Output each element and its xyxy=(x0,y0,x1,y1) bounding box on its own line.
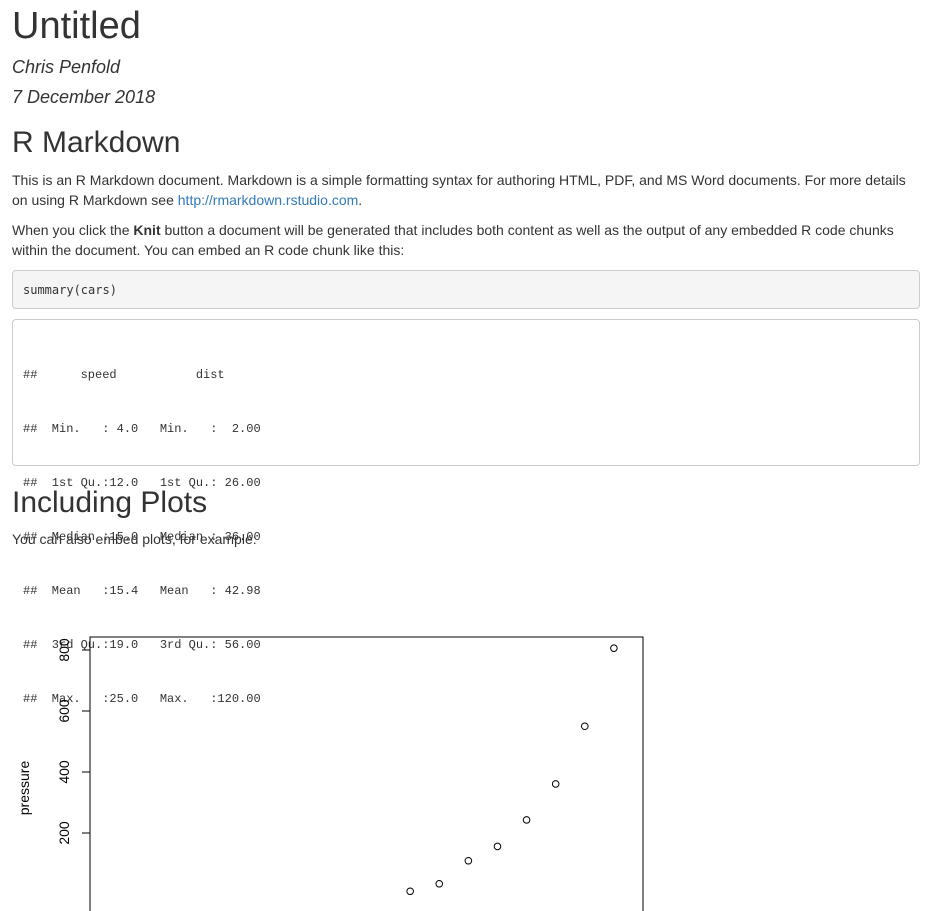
knit-paragraph: When you click the Knit button a documen… xyxy=(12,220,922,260)
r-output-chunk: ## speed dist ## Min. : 4.0 Min. : 2.00 … xyxy=(12,319,920,706)
knit-text-post: button a document will be generated that… xyxy=(12,222,894,258)
data-point xyxy=(435,879,444,888)
output-line: ## Median :15.0 Median : 36.00 xyxy=(23,530,276,544)
rmarkdown-link[interactable]: http://rmarkdown.rstudio.com xyxy=(177,192,359,208)
y-tick-label: 200 xyxy=(56,821,72,845)
section-heading-including-plots: Including Plots xyxy=(12,486,208,519)
document-title: Untitled xyxy=(12,5,141,47)
document-date: 7 December 2018 xyxy=(12,87,156,107)
intro-paragraph: This is an R Markdown document. Markdown… xyxy=(12,170,922,210)
y-axis-label: pressure xyxy=(16,761,32,816)
data-point xyxy=(493,842,502,851)
data-point xyxy=(551,780,560,788)
output-line: ## 3rd Qu.:19.0 3rd Qu.: 56.00 xyxy=(23,638,276,652)
output-line: ## Mean :15.4 Mean : 42.98 xyxy=(23,584,276,598)
intro-text: This is an R Markdown document. Markdown… xyxy=(12,172,906,208)
data-point xyxy=(522,816,531,824)
r-code: summary(cars) xyxy=(23,283,117,297)
output-line: ## Max. :25.0 Max. :120.00 xyxy=(23,692,276,706)
r-code-chunk: summary(cars) xyxy=(12,270,920,309)
data-point xyxy=(464,856,473,865)
knit-bold: Knit xyxy=(133,222,161,238)
plots-paragraph: You can also embed plots, for example: xyxy=(12,531,257,547)
output-line: ## Min. : 4.0 Min. : 2.00 xyxy=(23,422,276,436)
data-point xyxy=(406,887,414,896)
y-tick-label: 400 xyxy=(56,760,72,784)
document-author: Chris Penfold xyxy=(12,57,121,77)
output-line: ## 1st Qu.:12.0 1st Qu.: 26.00 xyxy=(23,476,276,490)
knit-text-pre: When you click the xyxy=(12,222,134,238)
output-line: ## speed dist xyxy=(23,368,276,382)
intro-period: . xyxy=(358,192,363,208)
section-heading-r-markdown: R Markdown xyxy=(12,126,181,159)
